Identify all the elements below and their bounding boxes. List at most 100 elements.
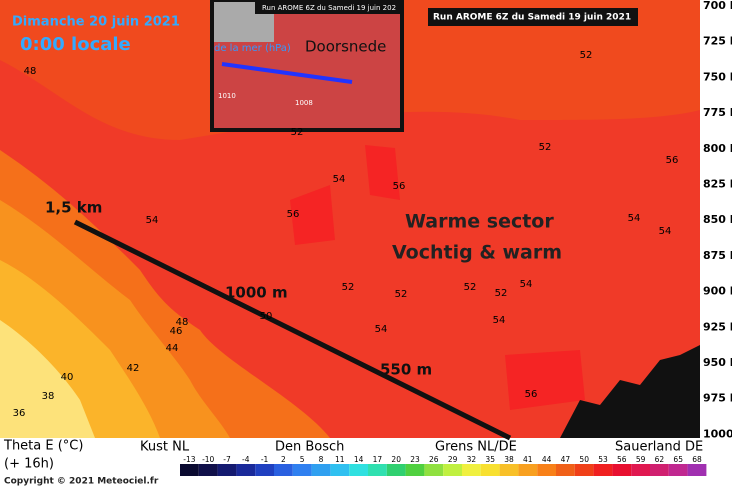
scale-label: 65 — [673, 455, 683, 464]
contour-label: 56 — [666, 155, 679, 166]
inset-title: Doorsnede — [305, 38, 386, 56]
scale-swatch — [255, 464, 274, 476]
contour-label: 54 — [628, 213, 641, 224]
scale-swatch — [687, 464, 707, 476]
contour-label: 48 — [176, 317, 189, 328]
scale-label: -4 — [242, 455, 250, 464]
pressure-label: 1000 hPa — [703, 427, 732, 440]
date: Dimanche 20 juin 2021 — [12, 15, 180, 30]
annotation: 1,5 km — [45, 199, 102, 217]
scale-swatch — [574, 464, 594, 476]
run-title: Run AROME 6Z du Samedi 19 juin 2021 — [433, 13, 631, 23]
inset-header — [255, 2, 400, 14]
scale-label: 41 — [523, 455, 533, 464]
scale-label: 29 — [448, 455, 458, 464]
contour-label: 40 — [61, 372, 74, 383]
location: Den Bosch — [275, 440, 344, 455]
pressure-label: 950 hPa — [703, 356, 732, 369]
contour-label: 52 — [395, 289, 408, 300]
scale-swatch — [443, 464, 462, 476]
run-banner — [428, 8, 638, 26]
scale-swatch — [556, 464, 575, 476]
contour-label: 48 — [24, 66, 37, 77]
contour-label: 52 — [580, 50, 593, 61]
contour-label: 38 — [42, 391, 55, 402]
inset-section — [221, 62, 353, 84]
scale-label: 26 — [429, 455, 439, 464]
section-line — [73, 219, 512, 441]
copyright: Copyright © 2021 Meteociel.fr — [4, 477, 159, 487]
contour-label: 44 — [166, 343, 179, 354]
scale-label: 17 — [373, 455, 383, 464]
contour-label: 46 — [170, 326, 183, 337]
pressure-label: 925 hPa — [703, 320, 732, 333]
contour-label: 52 — [291, 127, 304, 138]
contour-label: 42 — [127, 363, 140, 374]
scale-label: -10 — [202, 455, 214, 464]
scale-label: 8 — [319, 455, 324, 464]
pressure-label: 975 hPa — [703, 392, 732, 405]
scale-swatch — [405, 464, 425, 476]
scale-label: 20 — [391, 455, 401, 464]
annotation: Vochtig & warm — [392, 242, 562, 264]
inset-run: Run AROME 6Z du Samedi 19 juin 202 — [262, 4, 396, 12]
zone-yellow — [0, 320, 95, 438]
scale-label: 62 — [655, 455, 665, 464]
location: Kust NL — [140, 440, 190, 455]
contour-label: 52 — [495, 288, 508, 299]
scale-label: 56 — [617, 455, 627, 464]
contour-label: 54 — [659, 226, 672, 237]
pressure-label: 775 hPa — [703, 106, 732, 119]
contour-label: 52 — [539, 142, 552, 153]
location: Sauerland DE — [615, 440, 703, 455]
scale-label: 2 — [281, 455, 286, 464]
scale-swatch — [386, 464, 406, 476]
scale-swatch — [274, 464, 293, 476]
contour-label: 36 — [13, 408, 26, 419]
scale-swatch — [462, 464, 481, 476]
location: Grens NL/DE — [435, 440, 517, 455]
time: 0:00 locale — [20, 34, 131, 55]
scale-swatch — [311, 464, 331, 476]
scale-swatch — [217, 464, 237, 476]
scale-label: 5 — [300, 455, 305, 464]
lead-time: (+ 16h) — [4, 457, 54, 472]
scale-swatch — [668, 464, 688, 476]
scale-label: 50 — [579, 455, 589, 464]
scale-swatch — [518, 464, 538, 476]
contour-label: 56 — [525, 389, 538, 400]
scale-label: 59 — [636, 455, 646, 464]
scale-swatch — [368, 464, 387, 476]
pressure-label: 725 hPa — [703, 35, 732, 48]
scale-label: -13 — [183, 455, 195, 464]
scale-label: 68 — [692, 455, 702, 464]
pressure-label: 825 hPa — [703, 178, 732, 191]
scale-swatch — [330, 464, 350, 476]
scale-label: 47 — [561, 455, 571, 464]
scale-label: 11 — [335, 455, 345, 464]
contour-label: 52 — [464, 282, 477, 293]
scale-label: 23 — [410, 455, 420, 464]
scale-label: 14 — [354, 455, 364, 464]
contour-label: 54 — [520, 279, 533, 290]
scale-label: 53 — [598, 455, 608, 464]
annotation: Warme sector — [405, 211, 554, 233]
annotation: 550 m — [380, 361, 432, 379]
scale-swatch — [499, 464, 519, 476]
pressure-label: 850 hPa — [703, 213, 732, 226]
scale-swatch — [180, 464, 199, 476]
scale-label: 35 — [485, 455, 495, 464]
pressure-label: 900 hPa — [703, 285, 732, 298]
scale-swatch — [424, 464, 444, 476]
contour-label: 54 — [146, 215, 159, 226]
scale-swatch — [612, 464, 632, 476]
scale-label: -7 — [223, 455, 231, 464]
inset-isobar: 1008 — [295, 99, 313, 107]
contour-label: 56 — [287, 209, 300, 220]
annotation: 1000 m — [225, 284, 288, 302]
scale-swatch — [593, 464, 613, 476]
scale-label: 44 — [542, 455, 552, 464]
terrain — [560, 345, 700, 438]
scale-label: -1 — [261, 455, 269, 464]
